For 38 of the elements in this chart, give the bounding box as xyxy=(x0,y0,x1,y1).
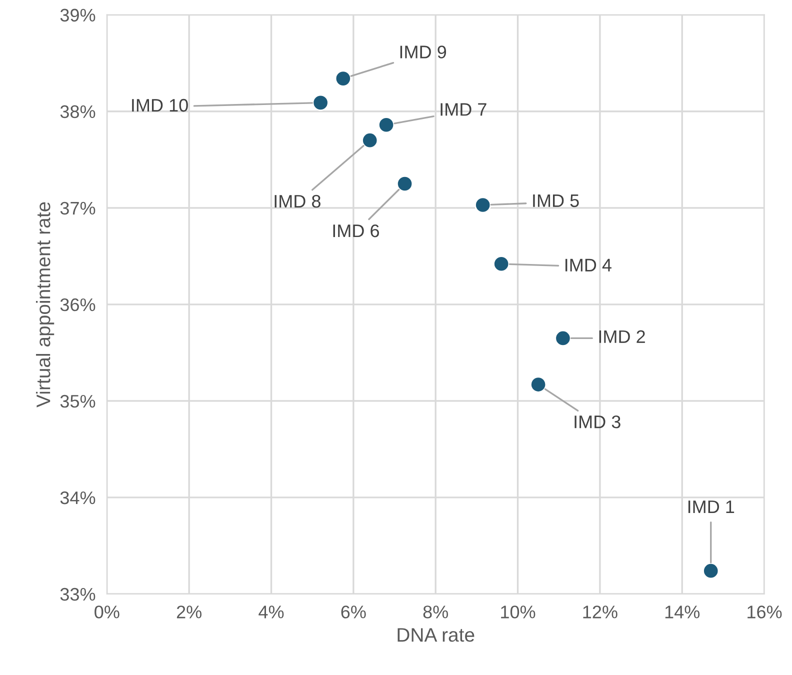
x-tick-label: 0% xyxy=(94,606,120,618)
x-tick-label: 12% xyxy=(583,606,618,618)
annotation: IMD 2 xyxy=(599,330,645,343)
annotation: IMD 6 xyxy=(333,224,379,238)
annotation: IMD 7 xyxy=(440,103,486,116)
point xyxy=(554,330,572,347)
point xyxy=(334,70,352,87)
y-tick-label: 39% xyxy=(60,8,96,22)
point xyxy=(312,94,329,111)
point xyxy=(474,196,492,214)
y-tick-label: 38% xyxy=(60,105,96,118)
point xyxy=(530,376,547,393)
x-tick-label: 14% xyxy=(665,606,700,618)
y-tick-label: 37% xyxy=(60,202,96,215)
x-tick-label: 2% xyxy=(176,606,202,618)
point xyxy=(362,132,378,149)
point xyxy=(396,175,414,192)
point xyxy=(378,116,395,134)
y-tick-label: 35% xyxy=(60,394,96,408)
annotation: IMD 9 xyxy=(400,46,446,58)
x-tick-label: 4% xyxy=(258,606,284,618)
annotation: IMD 4 xyxy=(566,258,612,272)
x-tick-label: 10% xyxy=(501,606,536,618)
y-tick-label: 36% xyxy=(60,298,96,312)
x-tick-label: 16% xyxy=(748,606,782,618)
annotation: IMD 1 xyxy=(688,500,734,514)
y-tick-label: 34% xyxy=(60,491,96,504)
point xyxy=(493,256,510,272)
x-tick-label: 8% xyxy=(423,606,448,618)
annotation: IMD 5 xyxy=(533,194,579,208)
x-axis-title: DNA rate xyxy=(398,628,474,642)
y-tick-label: 33% xyxy=(60,588,96,601)
annotation: IMD 10 xyxy=(132,98,188,112)
annotation: IMD 8 xyxy=(274,194,320,208)
y-axis-title: Virtual appointment rate xyxy=(36,202,54,408)
annotation: IMD 3 xyxy=(574,415,620,428)
x-tick-label: 6% xyxy=(341,606,366,618)
point xyxy=(702,562,720,580)
